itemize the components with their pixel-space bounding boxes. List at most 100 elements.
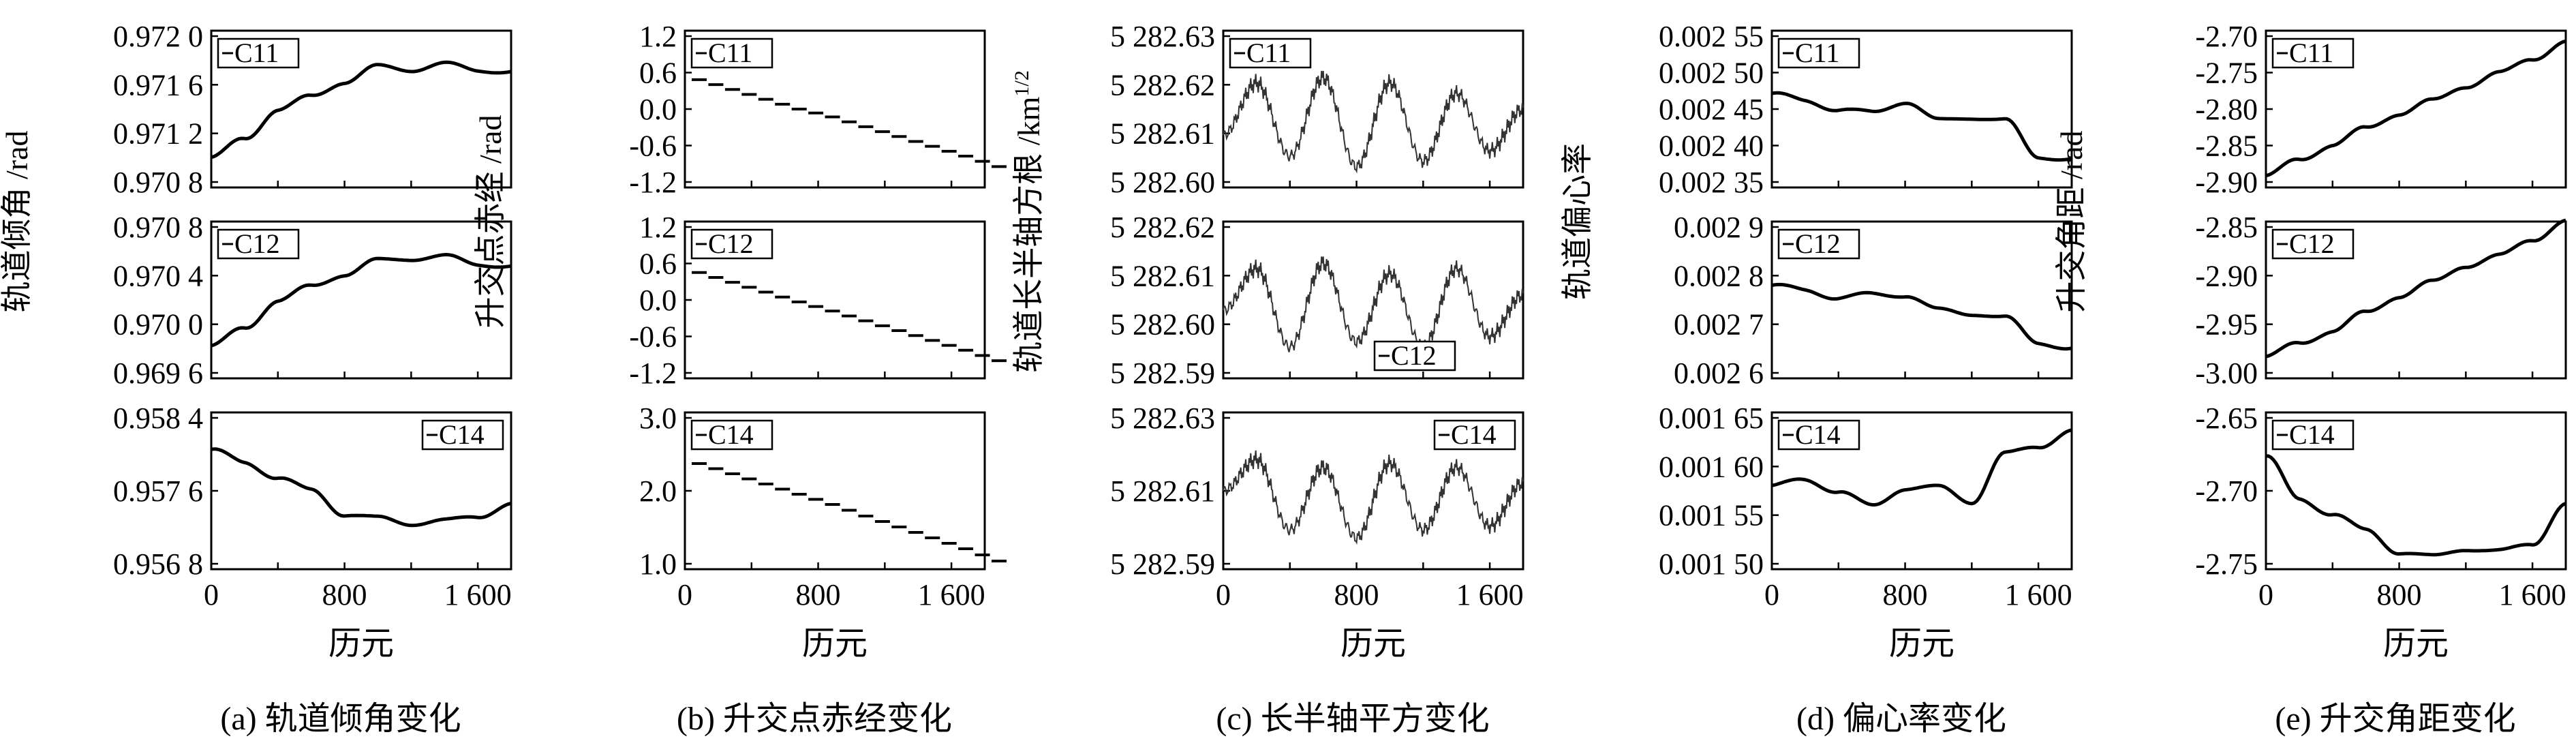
- y-axis-label-text: 升交点赤经 /rad: [473, 115, 508, 328]
- y-tick-label: 0.971 6: [113, 68, 203, 102]
- y-tick-label: 0.002 8: [1674, 259, 1764, 292]
- legend-label: C14: [1795, 419, 1841, 450]
- panel-C11: -2.90-2.85 -2.80-2.75 -2.70 C11: [2195, 20, 2567, 199]
- panel-C14: 5 282.59 5 282.61 5 282.63 C14: [1110, 402, 1524, 581]
- panel-C12: -1.2-0.60.00.61.2 C12: [629, 211, 1007, 390]
- x-axis-label: 历元: [802, 626, 868, 662]
- y-tick-label: 0.970 4: [113, 259, 203, 292]
- y-axis-label: 升交点赤经 /rad: [473, 115, 508, 328]
- legend: C12: [690, 228, 773, 260]
- y-tick-label: -2.80: [2195, 93, 2258, 126]
- chart-caption: (c) 长半轴平方变化: [1216, 701, 1489, 737]
- y-axis-label-superscript: 1/2: [1011, 70, 1033, 96]
- legend: C11: [217, 37, 300, 69]
- legend: C11: [690, 37, 773, 69]
- y-tick-label: -2.90: [2195, 259, 2258, 292]
- y-tick-label: 5 282.62: [1110, 211, 1215, 244]
- y-axis-label-text: 轨道倾角 /rad: [0, 130, 34, 312]
- panel-C11: -1.2-0.6 0.00.6 1.2 C11: [629, 20, 1007, 199]
- panel-C14: 0.956 8 0.957 6 0.958 4 C14: [113, 402, 512, 581]
- x-axis-label: 历元: [1340, 626, 1406, 662]
- y-tick-label: 1.0: [639, 547, 677, 581]
- panel-C12: 0.969 6 0.970 0 0.970 4 0.970 8 C12: [113, 211, 512, 390]
- legend: C14: [2271, 419, 2355, 451]
- y-tick-label: 0.002 55: [1659, 20, 1764, 53]
- y-tick-label: 0.002 45: [1659, 93, 1764, 126]
- y-tick-label: 0.002 6: [1674, 357, 1764, 390]
- y-tick-label: 0.6: [639, 247, 677, 281]
- panel-C11: 5 282.60 5 282.61 5 282.62 5 282.63 C11: [1110, 20, 1524, 199]
- y-tick-label: 0.002 35: [1659, 166, 1764, 199]
- legend-label: C14: [2289, 419, 2335, 450]
- legend: C14: [690, 419, 773, 451]
- series-line: [1223, 256, 1524, 354]
- y-tick-label: 0.002 9: [1674, 211, 1764, 244]
- y-tick-label: 0.002 50: [1659, 57, 1764, 90]
- x-axis-label: 历元: [2383, 626, 2449, 662]
- x-tick-label: 1 600: [444, 578, 512, 611]
- series-line: [2265, 218, 2566, 359]
- panel-C14: -2.75 -2.70 -2.65 C14: [2195, 402, 2567, 581]
- y-tick-label: 5 282.61: [1110, 117, 1215, 151]
- chart-e: 升交角距 /rad -2.90-2.85-2.80-2.75-2.70 C11-3.…: [2054, 20, 2567, 737]
- legend: C14: [421, 419, 504, 451]
- x-tick-label: 0: [1764, 578, 1779, 611]
- series-line: [1771, 91, 2072, 162]
- y-tick-label: 2.0: [639, 474, 677, 508]
- y-tick-label: 0.001 60: [1659, 450, 1764, 483]
- y-tick-label: 0.0: [639, 284, 677, 317]
- y-tick-label: 5 282.59: [1110, 547, 1215, 581]
- plot-frame: [210, 29, 512, 189]
- y-tick-label: 5 282.63: [1110, 20, 1215, 53]
- legend: C11: [1229, 37, 1312, 69]
- y-tick-label: 0.002 40: [1659, 130, 1764, 163]
- y-tick-label: -2.90: [2195, 166, 2258, 199]
- y-tick-label: 0.001 55: [1659, 499, 1764, 532]
- y-tick-label: 3.0: [639, 402, 677, 435]
- y-tick-label: -2.75: [2195, 57, 2258, 90]
- x-tick-label: 800: [322, 578, 367, 611]
- x-axis-label: 历元: [1889, 626, 1954, 662]
- legend-label: C11: [234, 37, 279, 68]
- y-tick-label: 0.958 4: [113, 402, 203, 435]
- y-tick-label: -2.95: [2195, 308, 2258, 342]
- legend: C11: [1777, 37, 1860, 69]
- series-line: [1223, 450, 1524, 545]
- y-tick-label: -2.85: [2195, 211, 2258, 244]
- y-tick-label: 0.971 2: [113, 117, 203, 151]
- plot-frame: [1222, 29, 1524, 189]
- y-axis-label-text: 升交角距 /rad: [2054, 130, 2089, 312]
- panel-C12: 5 282.59 5 282.60 5 282.61 5 282.62 C12: [1110, 211, 1524, 390]
- y-tick-label: 1.2: [639, 211, 677, 244]
- y-tick-label: 5 282.61: [1110, 474, 1215, 508]
- y-tick-label: -1.2: [629, 357, 677, 390]
- plot-frame: [1222, 220, 1524, 380]
- y-tick-label: -3.00: [2195, 357, 2258, 390]
- legend: C12: [1777, 228, 1860, 260]
- y-tick-label: 5 282.60: [1110, 166, 1215, 199]
- series-line: [2265, 454, 2566, 557]
- y-axis-label: 轨道长半轴方根 /km1/2: [1011, 70, 1047, 372]
- chart-c: 轨道长半轴方根 /km1/25 282.605 282.615 282.625 …: [1011, 20, 1524, 737]
- x-tick-label: 1 600: [918, 578, 985, 611]
- y-tick-label: 0.002 7: [1674, 308, 1764, 342]
- legend: C11: [2271, 37, 2355, 69]
- y-tick-label: -2.70: [2195, 20, 2258, 53]
- y-tick-label: 0.969 6: [113, 357, 203, 390]
- legend: C14: [1777, 419, 1860, 451]
- x-tick-label: 1 600: [1456, 578, 1524, 611]
- y-tick-label: 0.972 0: [113, 20, 203, 53]
- y-tick-label: 0.001 65: [1659, 402, 1764, 435]
- y-tick-label: 5 282.62: [1110, 68, 1215, 102]
- y-tick-label: 5 282.60: [1110, 308, 1215, 342]
- chart-caption: (d) 偏心率变化: [1796, 701, 2006, 737]
- legend-label: C14: [1451, 419, 1497, 450]
- plot-frame: [1770, 220, 2073, 380]
- y-tick-label: -1.2: [629, 166, 677, 199]
- y-tick-label: -2.75: [2195, 547, 2258, 581]
- y-tick-label: -2.65: [2195, 402, 2258, 435]
- x-tick-label: 0: [677, 578, 692, 611]
- legend-label: C11: [1246, 37, 1291, 68]
- series-line: [211, 447, 512, 528]
